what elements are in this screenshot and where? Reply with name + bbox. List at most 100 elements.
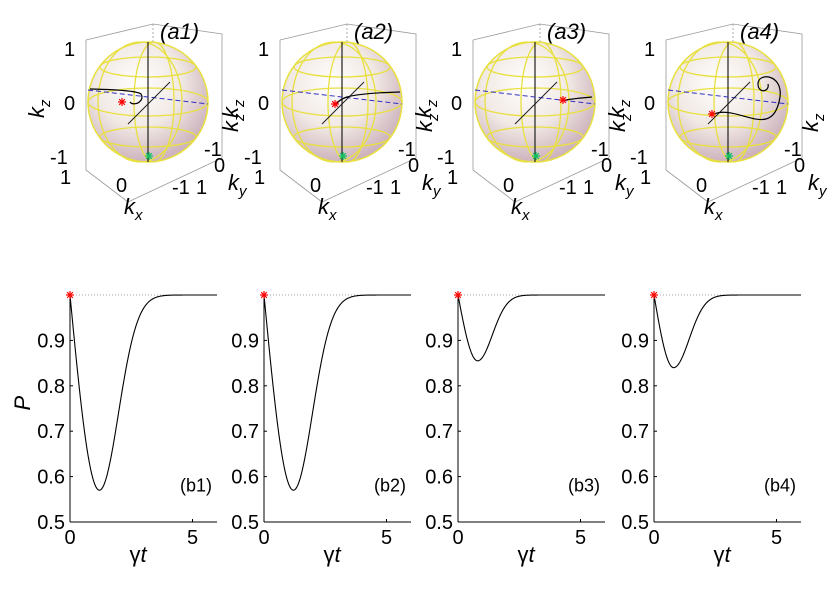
chart-panel-2: 0.9 0.8 0.7 0.6 0.50 5 γt (b2) <box>231 291 411 567</box>
x-axis-label: γt <box>130 542 148 567</box>
kz-tick-neg1: -1 <box>437 147 455 169</box>
y-tick-label: 0.6 <box>425 467 453 489</box>
corner-tick-neg1: -1 <box>559 177 577 199</box>
kz-tick-1: 1 <box>258 39 269 61</box>
x-tick-label: 0 <box>64 527 75 549</box>
ky-axis-label: ky <box>808 170 828 200</box>
south-pole-marker <box>339 152 347 160</box>
panel-label: (b2) <box>374 476 406 496</box>
y-tick-label: 0.9 <box>37 330 65 352</box>
kz-axis-label-right: kz <box>218 113 248 132</box>
x-tick-label: 0 <box>648 527 659 549</box>
kz-axis-label: kz <box>604 99 634 118</box>
initial-state-marker <box>708 110 716 118</box>
panel-label: (b1) <box>180 476 212 496</box>
kx-tick-1: 1 <box>640 167 651 189</box>
x-tick-label: 0 <box>452 527 463 549</box>
ky-tick-neg1: -1 <box>784 139 802 161</box>
kx-tick-0: 0 <box>116 175 127 197</box>
y-tick-label: 0.9 <box>425 330 453 352</box>
y-tick-label: 0.8 <box>425 376 453 398</box>
trajectory-curve <box>335 91 401 106</box>
kx-tick-1: 1 <box>60 167 71 189</box>
x-tick-label: 5 <box>381 527 392 549</box>
series-line <box>457 294 605 362</box>
series-line <box>263 294 411 491</box>
chart-panel-1: 0.9 0.8 0.7 0.6 0.50 5 γt P (b1) <box>10 291 217 567</box>
ky-tick-neg1: -1 <box>204 139 222 161</box>
sphere-axes <box>667 42 789 162</box>
x-axis-label: γt <box>324 542 342 567</box>
sphere-axes <box>87 42 209 162</box>
kz-tick-1: 1 <box>451 39 462 61</box>
y-tick-label: 0.9 <box>621 330 649 352</box>
initial-state-marker <box>559 96 567 104</box>
ky-axis-label: ky <box>228 170 248 200</box>
panel-label: (a1) <box>160 19 199 44</box>
y-tick-label: 0.8 <box>621 376 649 398</box>
y-tick-label: 0.7 <box>425 421 453 443</box>
kx-axis-label: kx <box>511 194 530 224</box>
x-axis-label: γt <box>518 542 536 567</box>
kz-tick-0: 0 <box>451 93 462 115</box>
y-tick-label: 0.7 <box>231 421 259 443</box>
corner-tick-neg1: -1 <box>366 177 384 199</box>
ky-tick-0: 0 <box>794 155 805 177</box>
ky-axis-label: ky <box>422 170 442 200</box>
sphere-axes <box>474 42 596 162</box>
kx-tick-1: 1 <box>254 167 265 189</box>
y-tick-label: 0.5 <box>37 512 65 534</box>
ky-tick-1: 1 <box>390 177 401 199</box>
kx-axis-label: kx <box>704 194 723 224</box>
kz-tick-neg1: -1 <box>50 147 68 169</box>
kz-tick-0: 0 <box>64 93 75 115</box>
initial-state-marker <box>331 100 339 108</box>
line-chart-panels: 0.90.80.70.60.50 5γtP(b1)0.90.80.70.60.50… <box>10 291 801 567</box>
kz-axis-label: kz <box>411 99 441 118</box>
y-tick-label: 0.9 <box>231 330 259 352</box>
chart-panel-4: 0.9 0.8 0.7 0.6 0.50 5 γt (b4) <box>621 291 801 567</box>
kx-tick-0: 0 <box>310 175 321 197</box>
y-axis-label: P <box>10 395 35 410</box>
kz-axis-label-right: kz <box>412 113 442 132</box>
kz-tick-0: 0 <box>644 93 655 115</box>
x-axis-label: γt <box>714 542 732 567</box>
kx-tick-0: 0 <box>503 175 514 197</box>
start-marker <box>454 291 462 299</box>
panel-label: (b3) <box>568 476 600 496</box>
y-tick-label: 0.7 <box>37 421 65 443</box>
start-marker <box>66 291 74 299</box>
panel-label: (a2) <box>354 19 393 44</box>
initial-state-marker <box>118 98 126 106</box>
kx-tick-1: 1 <box>447 167 458 189</box>
ky-tick-1: 1 <box>776 177 787 199</box>
y-tick-label: 0.8 <box>37 376 65 398</box>
kz-axis-label: kz <box>24 99 54 118</box>
ky-tick-0: 0 <box>214 155 225 177</box>
kz-tick-1: 1 <box>644 39 655 61</box>
trajectory-curve <box>713 76 781 121</box>
series-line <box>69 294 217 491</box>
ky-axis-label: ky <box>615 170 635 200</box>
panel-label: (a4) <box>740 19 779 44</box>
chart-panel-3: 0.9 0.8 0.7 0.6 0.50 5 γt (b3) <box>425 291 605 567</box>
ky-tick-1: 1 <box>196 177 207 199</box>
start-marker <box>650 291 658 299</box>
sphere-axes <box>281 42 403 162</box>
kz-tick-1: 1 <box>64 39 75 61</box>
kz-axis-label-right: kz <box>798 113 828 132</box>
x-tick-label: 5 <box>575 527 586 549</box>
corner-tick-neg1: -1 <box>752 177 770 199</box>
x-tick-label: 5 <box>771 527 782 549</box>
y-tick-label: 0.8 <box>231 376 259 398</box>
kz-tick-neg1: -1 <box>244 147 262 169</box>
ky-tick-0: 0 <box>601 155 612 177</box>
y-tick-label: 0.7 <box>621 421 649 443</box>
y-tick-label: 0.5 <box>621 512 649 534</box>
trajectory-curve <box>89 88 143 105</box>
kz-axis-label-right: kz <box>605 113 635 132</box>
